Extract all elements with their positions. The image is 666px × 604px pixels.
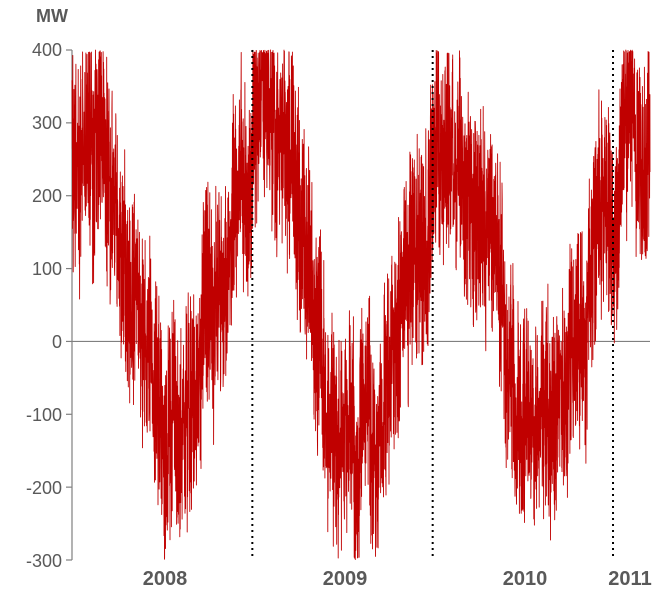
plot-area [0, 0, 666, 604]
mw-timeseries-chart: MW 400 300 200 100 0 -100 -200 -300 2008… [0, 0, 666, 604]
